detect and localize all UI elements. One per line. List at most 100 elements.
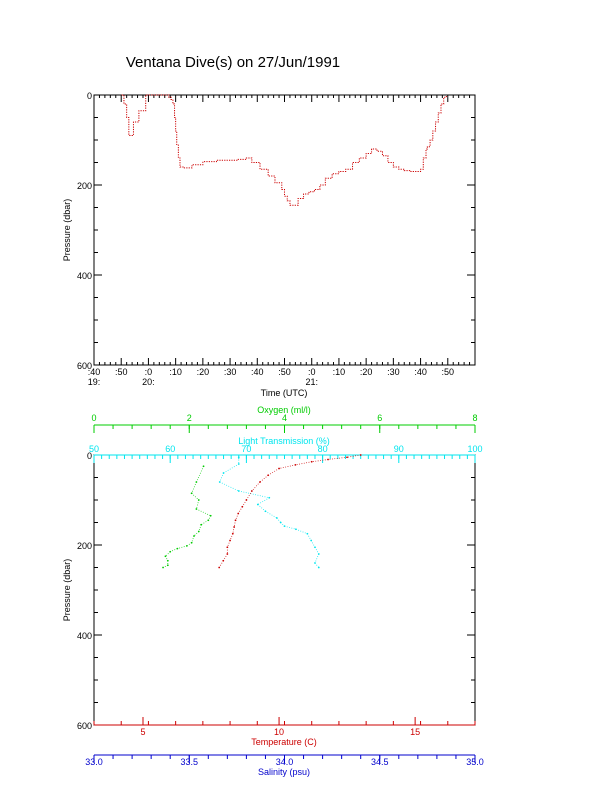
oxygen-tick-label: 0 [91, 413, 96, 423]
light-segment [280, 522, 285, 527]
light-segment [257, 497, 270, 505]
oxygen-tick-label: 4 [282, 413, 287, 423]
light-segment [295, 528, 308, 535]
dive-x-tick-label: :0 [145, 367, 153, 377]
dive-x-tick-label: :10 [333, 367, 346, 377]
salinity-tick-label: 33.0 [85, 757, 103, 767]
temperature-segment [251, 481, 261, 492]
salinity-tick-label: 34.5 [371, 757, 389, 767]
dive-x-tick-label: :50 [115, 367, 128, 377]
light-segment [314, 547, 320, 555]
light-segment [223, 463, 239, 474]
profile-plot-frame [93, 454, 476, 726]
temperature-segment [235, 513, 239, 521]
dive-x-tick-label: :20 [360, 367, 373, 377]
oxygen-segment [207, 515, 212, 521]
temperature-segment [311, 459, 329, 463]
salinity-tick-label: 33.5 [180, 757, 198, 767]
oxygen-segment [196, 466, 204, 483]
temperature-segment [218, 560, 224, 568]
dive-plot-frame [93, 94, 476, 366]
dive-x-axis-label: Time (UTC) [261, 388, 308, 398]
oxygen-segment [191, 535, 195, 543]
light-segment [265, 510, 278, 519]
light-segment [314, 562, 320, 568]
dive-x-tick-label: :50 [442, 367, 455, 377]
dive-x-ticks: :4019::50:020::10:20:30:40:50:021::10:20… [88, 95, 476, 387]
dive-x-tick-label: :30 [224, 367, 237, 377]
dive-y-tick-label: 0 [87, 91, 92, 101]
property-profiles-chart: 0 200 400 600 0 2 4 6 8 Oxygen (ml/l) 50 60 70 80 9… [62, 405, 484, 777]
profile-y-tick-label: 600 [77, 721, 92, 731]
oxygen-tick-label: 8 [472, 413, 477, 423]
dive-trace [121, 94, 447, 206]
oxygen-segment [177, 545, 187, 549]
oxygen-segment [186, 542, 192, 547]
light-segment [307, 533, 312, 541]
temperature-segment [226, 540, 231, 548]
profile-y-tick-label: 200 [77, 541, 92, 551]
chart-title: Ventana Dive(s) on 27/Jun/1991 [126, 54, 340, 71]
temperature-segment [327, 456, 348, 460]
oxygen-segment [198, 524, 202, 532]
temperature-segment [229, 533, 234, 541]
temperature-segment [246, 490, 253, 501]
dive-x-tick-label: :20 [197, 367, 210, 377]
oxygen-segment [162, 564, 168, 568]
light-tick-label: 90 [394, 444, 404, 454]
light-tick-label: 70 [241, 444, 251, 454]
dive-x-tick-label: :10 [169, 367, 182, 377]
dive-y-ticks: 0 200 400 600 [77, 91, 475, 371]
light-segment [219, 481, 239, 492]
light-tick-label: 60 [165, 444, 175, 454]
dive-x-tick-label: :30 [387, 367, 400, 377]
light-segment [276, 517, 281, 523]
dive-x-hour-label: 21: [305, 377, 318, 387]
light-transmission-axis: 50 60 70 80 90 100 [89, 444, 483, 463]
oxygen-segment [165, 556, 169, 561]
oxygen-tick-label: 6 [377, 413, 382, 423]
dive-x-hour-label: 19: [88, 377, 101, 387]
temperature-tick-label: 10 [274, 727, 284, 737]
temperature-segment [259, 474, 269, 483]
oxygen-segment [196, 499, 200, 510]
oxygen-segment [165, 551, 171, 557]
temperature-axis: 5 10 15 [93, 717, 476, 737]
dive-y-tick-label: 200 [77, 181, 92, 191]
light-segment [257, 504, 266, 512]
profile-data-points [162, 454, 362, 569]
dive-profile-line [121, 94, 447, 206]
salinity-axis-label: Salinity (psu) [258, 767, 310, 777]
light-segment [314, 553, 320, 564]
oxygen-axis: 0 2 4 6 8 [91, 413, 478, 433]
salinity-tick-label: 34.0 [276, 757, 294, 767]
salinity-axis: 33.0 33.5 34.0 34.5 35.0 [85, 754, 484, 767]
oxygen-segment [191, 481, 197, 494]
temperature-segment [278, 464, 296, 469]
temperature-segment [295, 461, 312, 466]
temperature-segment [267, 468, 280, 476]
dive-x-tick-label: :0 [308, 367, 316, 377]
profile-y-tick-label: 400 [77, 631, 92, 641]
oxygen-segment [191, 492, 200, 501]
dive-x-tick-label: :40 [414, 367, 427, 377]
dive-x-tick-label: :40 [251, 367, 264, 377]
oxygen-tick-label: 2 [187, 413, 192, 423]
dive-x-tick-label: :40 [88, 367, 101, 377]
light-segment [219, 472, 224, 483]
temperature-tick-label: 5 [140, 727, 145, 737]
light-segment [284, 525, 297, 530]
temperature-segment [222, 553, 228, 561]
dive-y-tick-label: 600 [77, 361, 92, 371]
temperature-segment [233, 520, 236, 528]
light-segment [238, 490, 270, 499]
profile-y-ticks: 0 200 400 600 [77, 451, 475, 731]
salinity-tick-label: 35.0 [466, 757, 484, 767]
dive-x-tick-label: :50 [278, 367, 291, 377]
oxygen-segment [170, 548, 178, 553]
dive-y-axis-label: Pressure (dbar) [62, 199, 72, 262]
temperature-segment [241, 499, 247, 507]
light-tick-label: 100 [467, 444, 482, 454]
